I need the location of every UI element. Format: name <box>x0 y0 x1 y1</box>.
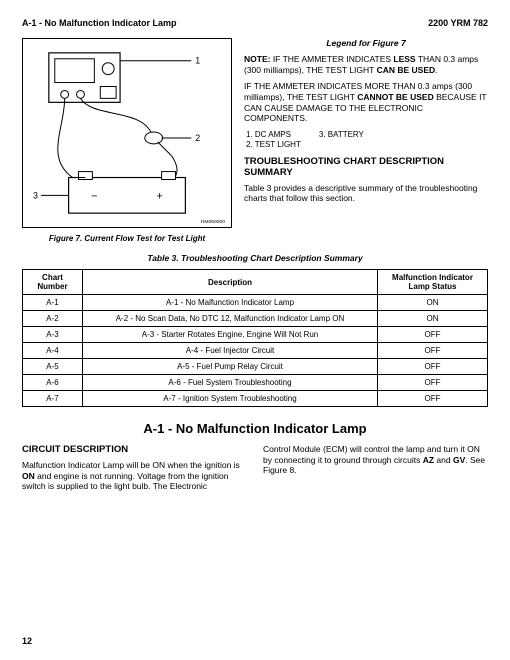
table-row: A-1A-1 - No Malfunction Indicator LampON <box>23 295 488 311</box>
th-description: Description <box>83 270 378 295</box>
cell-chart-number: A-2 <box>23 311 83 327</box>
cell-chart-number: A-7 <box>23 391 83 407</box>
legend-title: Legend for Figure 7 <box>244 38 488 48</box>
circuit-description-left: Malfunction Indicator Lamp will be ON wh… <box>22 460 247 492</box>
table-row: A-3A-3 - Starter Rotates Engine, Engine … <box>23 327 488 343</box>
cell-description: A-3 - Starter Rotates Engine, Engine Wil… <box>83 327 378 343</box>
ts-heading: TROUBLESHOOTING CHART DESCRIPTION SUMMAR… <box>244 157 488 179</box>
cell-description: A-4 - Fuel Injector Circuit <box>83 343 378 359</box>
table-row: A-5A-5 - Fuel Pump Relay CircuitOFF <box>23 359 488 375</box>
cell-status: OFF <box>378 375 488 391</box>
table-3: Chart Number Description Malfunction Ind… <box>22 269 488 407</box>
cell-description: A-7 - Ignition System Troubleshooting <box>83 391 378 407</box>
figure-7-caption: Figure 7. Current Flow Test for Test Lig… <box>22 234 232 243</box>
cell-chart-number: A-4 <box>23 343 83 359</box>
cell-chart-number: A-6 <box>23 375 83 391</box>
callout-3: 3 <box>33 190 38 200</box>
cell-status: OFF <box>378 391 488 407</box>
cell-description: A-2 - No Scan Data, No DTC 12, Malfuncti… <box>83 311 378 327</box>
cell-chart-number: A-1 <box>23 295 83 311</box>
table-row: A-4A-4 - Fuel Injector CircuitOFF <box>23 343 488 359</box>
th-mil-status: Malfunction Indicator Lamp Status <box>378 270 488 295</box>
cell-chart-number: A-3 <box>23 327 83 343</box>
cell-status: ON <box>378 311 488 327</box>
table-row: A-2A-2 - No Scan Data, No DTC 12, Malfun… <box>23 311 488 327</box>
page-number: 12 <box>22 636 32 646</box>
cell-description: A-5 - Fuel Pump Relay Circuit <box>83 359 378 375</box>
cell-status: ON <box>378 295 488 311</box>
table-row: A-6A-6 - Fuel System TroubleshootingOFF <box>23 375 488 391</box>
cell-description: A-6 - Fuel System Troubleshooting <box>83 375 378 391</box>
svg-text:+: + <box>156 190 162 202</box>
cell-chart-number: A-5 <box>23 359 83 375</box>
legend-note-2: IF THE AMMETER INDICATES MORE THAN 0.3 a… <box>244 81 488 124</box>
table-row: A-7A-7 - Ignition System Troubleshooting… <box>23 391 488 407</box>
section-title: A-1 - No Malfunction Indicator Lamp <box>22 421 488 436</box>
svg-text:−: − <box>91 190 97 202</box>
legend-note-1: NOTE: IF THE AMMETER INDICATES LESS THAN… <box>244 54 488 75</box>
circuit-description-right: Control Module (ECM) will control the la… <box>263 444 488 476</box>
cell-status: OFF <box>378 343 488 359</box>
header-left: A-1 - No Malfunction Indicator Lamp <box>22 18 177 28</box>
figure-code: HM060000 <box>201 219 225 225</box>
callout-1: 1 <box>195 56 200 66</box>
callout-2: 2 <box>195 133 200 143</box>
legend-list: 1. DC AMPS 2. TEST LIGHT 3. BATTERY <box>246 130 488 149</box>
cell-status: OFF <box>378 359 488 375</box>
circuit-description-heading: CIRCUIT DESCRIPTION <box>22 444 247 456</box>
ts-para: Table 3 provides a descriptive summary o… <box>244 183 488 204</box>
figure-7: 1 2 − + 3 <box>22 38 232 228</box>
cell-description: A-1 - No Malfunction Indicator Lamp <box>83 295 378 311</box>
th-chart-number: Chart Number <box>23 270 83 295</box>
header-right: 2200 YRM 782 <box>428 18 488 28</box>
table-3-caption: Table 3. Troubleshooting Chart Descripti… <box>22 253 488 263</box>
cell-status: OFF <box>378 327 488 343</box>
